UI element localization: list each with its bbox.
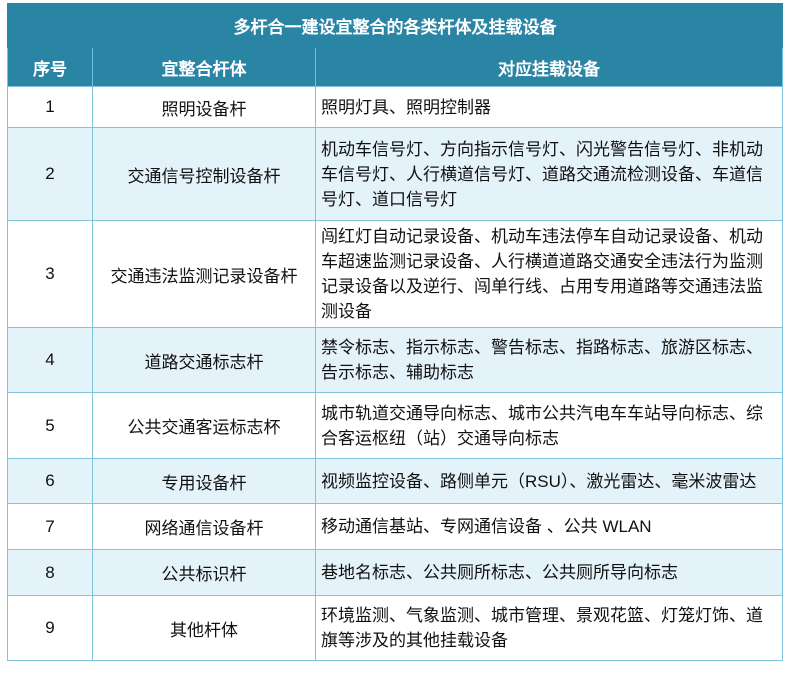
- row-number: 2: [7, 127, 93, 221]
- pole-type: 公共交通客运标志杯: [92, 392, 316, 459]
- row-number: 7: [7, 503, 93, 550]
- equipment-list: 机动车信号灯、方向指示信号灯、闪光警告信号灯、非机动车信号灯、人行横道信号灯、道…: [315, 127, 783, 221]
- equipment-list: 城市轨道交通导向标志、城市公共汽电车车站导向标志、综合客运枢纽（站）交通导向标志: [315, 392, 783, 459]
- row-number: 5: [7, 392, 93, 459]
- pole-type: 道路交通标志杆: [92, 327, 316, 393]
- equipment-table: 多杆合一建设宜整合的各类杆体及挂载设备 序号 宜整合杆体 对应挂载设备 1 照明设…: [7, 3, 783, 661]
- equipment-list: 视频监控设备、路侧单元（RSU）、激光雷达、毫米波雷达: [315, 458, 783, 504]
- table-row: 4 道路交通标志杆 禁令标志、指示标志、警告标志、指路标志、旅游区标志、告示标志、辅…: [7, 327, 783, 393]
- row-number: 3: [7, 220, 93, 328]
- row-number: 8: [7, 549, 93, 596]
- column-header-no: 序号: [7, 47, 93, 87]
- equipment-list: 禁令标志、指示标志、警告标志、指路标志、旅游区标志、告示标志、辅助标志: [315, 327, 783, 393]
- row-number: 9: [7, 595, 93, 661]
- table-row: 7 网络通信设备杆 移动通信基站、专网通信设备 、公共 WLAN: [7, 503, 783, 550]
- pole-type: 网络通信设备杆: [92, 503, 316, 550]
- column-header-equipment: 对应挂载设备: [315, 47, 783, 87]
- equipment-list: 照明灯具、照明控制器: [315, 86, 783, 128]
- pole-type: 交通信号控制设备杆: [92, 127, 316, 221]
- table-row: 6 专用设备杆 视频监控设备、路侧单元（RSU）、激光雷达、毫米波雷达: [7, 458, 783, 504]
- equipment-list: 巷地名标志、公共厕所标志、公共厕所导向标志: [315, 549, 783, 596]
- table-row: 5 公共交通客运标志杯 城市轨道交通导向标志、城市公共汽电车车站导向标志、综合客运枢…: [7, 392, 783, 459]
- row-number: 4: [7, 327, 93, 393]
- equipment-list: 环境监测、气象监测、城市管理、景观花篮、灯笼灯饰、道旗等涉及的其他挂载设备: [315, 595, 783, 661]
- pole-type: 交通违法监测记录设备杆: [92, 220, 316, 328]
- table-row: 1 照明设备杆 照明灯具、照明控制器: [7, 86, 783, 128]
- table-title: 多杆合一建设宜整合的各类杆体及挂载设备: [7, 3, 783, 48]
- pole-type: 其他杆体: [92, 595, 316, 661]
- table-row: 3 交通违法监测记录设备杆 闯红灯自动记录设备、机动车违法停车自动记录设备、机动车超…: [7, 220, 783, 328]
- pole-type: 专用设备杆: [92, 458, 316, 504]
- row-number: 1: [7, 86, 93, 128]
- equipment-list: 移动通信基站、专网通信设备 、公共 WLAN: [315, 503, 783, 550]
- table-row: 8 公共标识杆 巷地名标志、公共厕所标志、公共厕所导向标志: [7, 549, 783, 596]
- row-number: 6: [7, 458, 93, 504]
- equipment-list: 闯红灯自动记录设备、机动车违法停车自动记录设备、机动车超速监测记录设备、人行横道…: [315, 220, 783, 328]
- table-row: 2 交通信号控制设备杆 机动车信号灯、方向指示信号灯、闪光警告信号灯、非机动车信号灯…: [7, 127, 783, 221]
- column-header-pole: 宜整合杆体: [92, 47, 316, 87]
- table-row: 9 其他杆体 环境监测、气象监测、城市管理、景观花篮、灯笼灯饰、道旗等涉及的其他挂载…: [7, 595, 783, 661]
- pole-type: 照明设备杆: [92, 86, 316, 128]
- pole-type: 公共标识杆: [92, 549, 316, 596]
